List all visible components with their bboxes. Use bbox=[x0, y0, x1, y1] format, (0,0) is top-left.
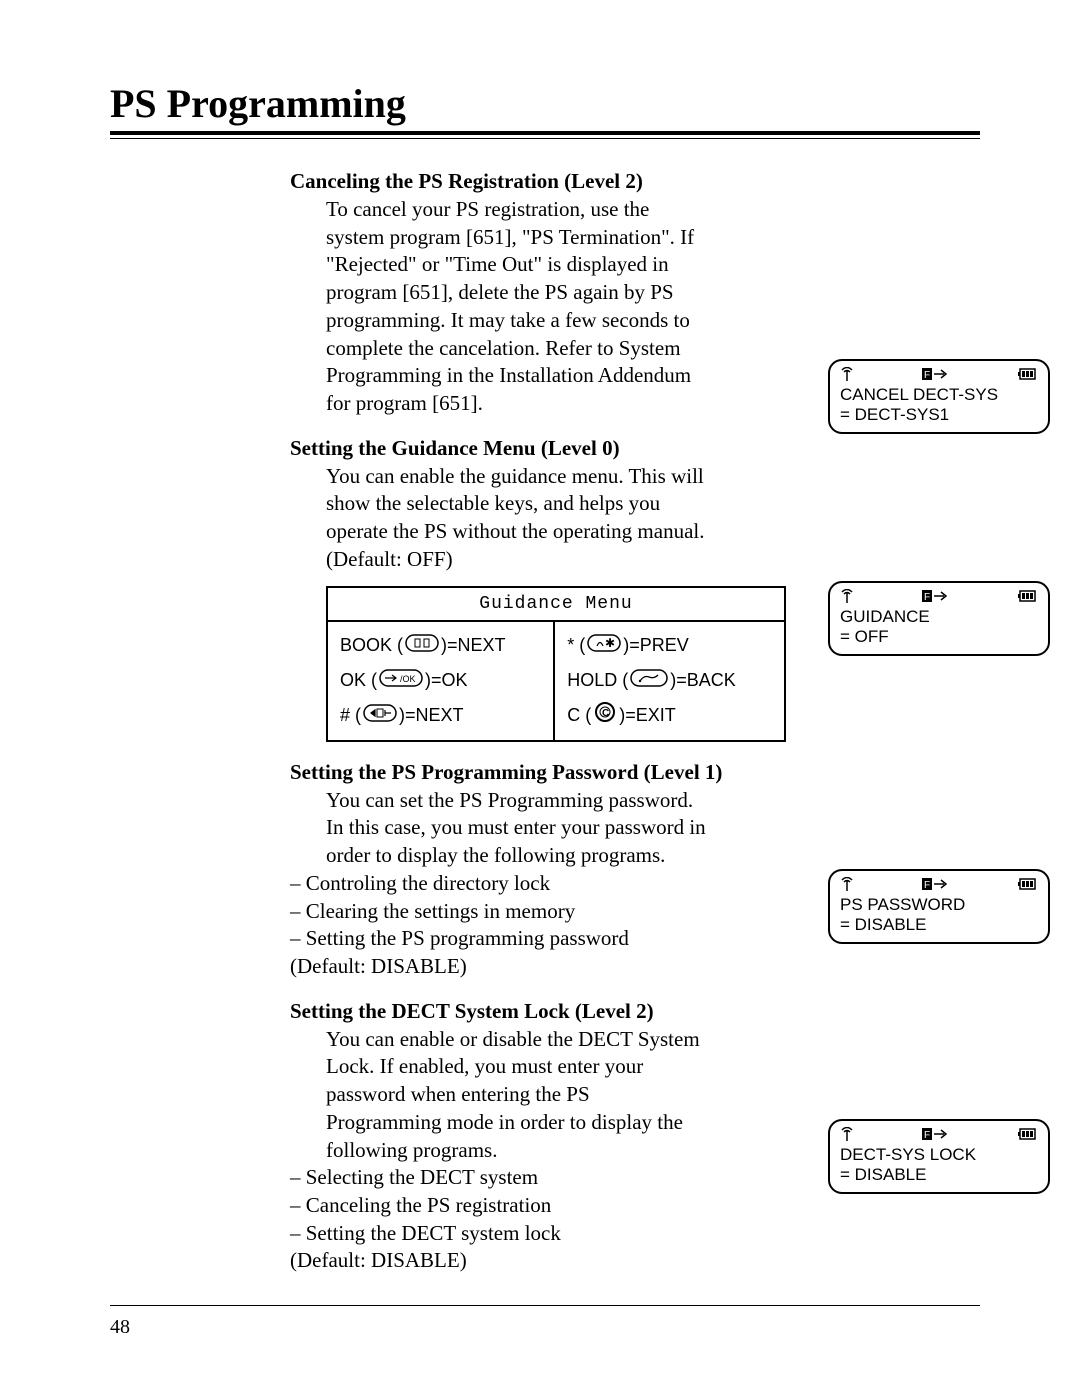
battery-icon bbox=[1018, 1128, 1038, 1140]
function-arrow-icon: F bbox=[922, 589, 950, 603]
screen-line2: = OFF bbox=[840, 627, 1038, 647]
screen-line1: GUIDANCE bbox=[840, 607, 1038, 627]
section-bullet: – Setting the PS programming password bbox=[290, 925, 710, 953]
section-bullet: – Selecting the DECT system bbox=[290, 1164, 710, 1192]
content-region: Canceling the PS Registration (Level 2) … bbox=[110, 169, 980, 1275]
hash-key-icon bbox=[363, 699, 397, 733]
section-bullet: – Setting the DECT system lock bbox=[290, 1220, 710, 1248]
star-key-icon: ✱ bbox=[587, 629, 621, 663]
guidance-right-cell: * (✱)=PREV HOLD ()=BACK C (C)=EXIT bbox=[554, 621, 785, 741]
screen-guidance: F GUIDANCE = OFF bbox=[828, 581, 1050, 656]
section-bullet: – Controling the directory lock bbox=[290, 870, 710, 898]
page-title: PS Programming bbox=[110, 80, 980, 127]
screen-line1: CANCEL DECT-SYS bbox=[840, 385, 1038, 405]
section-heading-guidance: Setting the Guidance Menu (Level 0) bbox=[290, 436, 980, 461]
section-heading-dectlock: Setting the DECT System Lock (Level 2) bbox=[290, 999, 980, 1024]
book-key-icon bbox=[405, 629, 439, 663]
screen-icons: F bbox=[840, 1125, 1038, 1143]
screen-password: F PS PASSWORD = DISABLE bbox=[828, 869, 1050, 944]
guidance-table-header: Guidance Menu bbox=[327, 587, 785, 621]
section-heading-password: Setting the PS Programming Password (Lev… bbox=[290, 760, 980, 785]
section-bullet: – Clearing the settings in memory bbox=[290, 898, 710, 926]
section-body-guidance: You can enable the guidance menu. This w… bbox=[290, 463, 710, 574]
section-bullet: – Canceling the PS registration bbox=[290, 1192, 710, 1220]
section-body-password: You can set the PS Programming password.… bbox=[290, 787, 710, 870]
section-body-dectlock: You can enable or disable the DECT Syste… bbox=[290, 1026, 710, 1165]
screen-icons: F bbox=[840, 875, 1038, 893]
function-arrow-icon: F bbox=[922, 877, 950, 891]
page-footer: 48 bbox=[110, 1305, 980, 1339]
title-rule bbox=[110, 131, 980, 139]
antenna-icon bbox=[840, 877, 854, 891]
battery-icon bbox=[1018, 590, 1038, 602]
screen-line1: PS PASSWORD bbox=[840, 895, 1038, 915]
antenna-icon bbox=[840, 1127, 854, 1141]
ok-key-icon: /OK bbox=[379, 664, 423, 698]
function-arrow-icon: F bbox=[922, 1127, 950, 1141]
screen-line2: = DECT-SYS1 bbox=[840, 405, 1038, 425]
svg-text:F: F bbox=[924, 880, 930, 891]
screen-line2: = DISABLE bbox=[840, 915, 1038, 935]
svg-text:✱: ✱ bbox=[605, 636, 615, 650]
screen-cancel: F CANCEL DECT-SYS = DECT-SYS1 bbox=[828, 359, 1050, 434]
svg-text:C: C bbox=[602, 708, 609, 719]
svg-text:/OK: /OK bbox=[400, 674, 416, 684]
guidance-left-cell: BOOK ()=NEXT OK (/OK)=OK # ()=NEXT bbox=[327, 621, 554, 741]
screen-icons: F bbox=[840, 587, 1038, 605]
antenna-icon bbox=[840, 589, 854, 603]
section-body-cancel: To cancel your PS registration, use the … bbox=[290, 196, 710, 418]
antenna-icon bbox=[840, 367, 854, 381]
c-key-icon: C bbox=[593, 699, 617, 733]
screen-line2: = DISABLE bbox=[840, 1165, 1038, 1185]
screen-icons: F bbox=[840, 365, 1038, 383]
section-trailer: (Default: DISABLE) bbox=[290, 1247, 710, 1275]
page-number: 48 bbox=[110, 1316, 130, 1338]
svg-text:F: F bbox=[924, 1130, 930, 1141]
battery-icon bbox=[1018, 368, 1038, 380]
hold-key-icon bbox=[630, 664, 668, 698]
section-trailer: (Default: DISABLE) bbox=[290, 953, 710, 981]
section-heading-cancel: Canceling the PS Registration (Level 2) bbox=[290, 169, 980, 194]
battery-icon bbox=[1018, 878, 1038, 890]
guidance-menu-table: Guidance Menu BOOK ()=NEXT OK (/OK)=OK #… bbox=[326, 586, 786, 742]
screen-dectlock: F DECT-SYS LOCK = DISABLE bbox=[828, 1119, 1050, 1194]
function-arrow-icon: F bbox=[922, 367, 950, 381]
svg-text:F: F bbox=[924, 370, 930, 381]
screen-line1: DECT-SYS LOCK bbox=[840, 1145, 1038, 1165]
svg-text:F: F bbox=[924, 592, 930, 603]
